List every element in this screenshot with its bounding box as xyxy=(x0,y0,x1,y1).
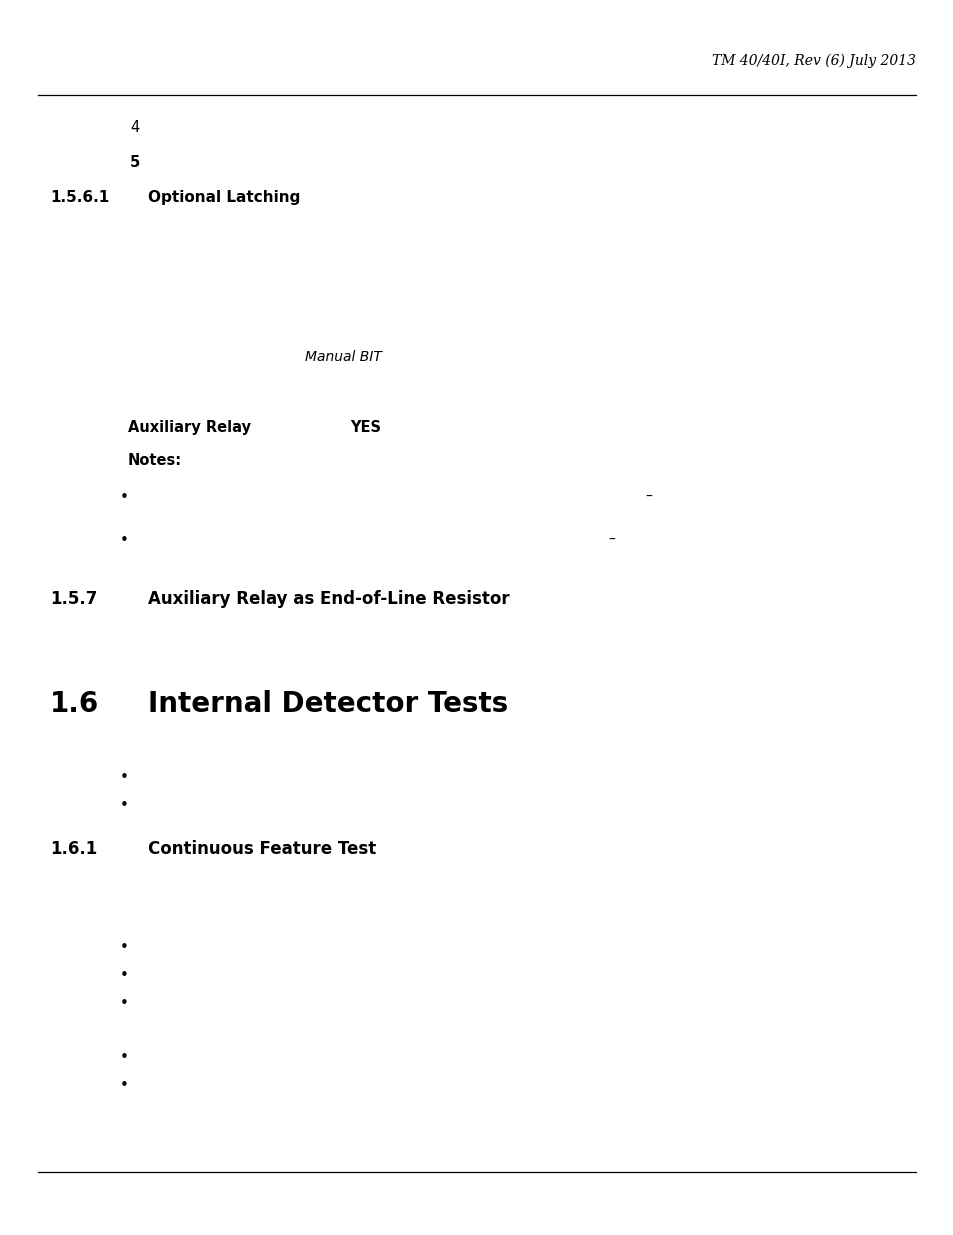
Text: Notes:: Notes: xyxy=(128,453,182,468)
Text: Internal Detector Tests: Internal Detector Tests xyxy=(148,690,508,718)
Text: 1.6: 1.6 xyxy=(50,690,99,718)
Text: •: • xyxy=(120,940,129,955)
Text: •: • xyxy=(120,534,129,548)
Text: Optional Latching: Optional Latching xyxy=(148,190,300,205)
Text: –: – xyxy=(644,490,651,504)
Text: 1.6.1: 1.6.1 xyxy=(50,840,97,858)
Text: 5: 5 xyxy=(130,156,140,170)
Text: TM 40/40I, Rev (6) July 2013: TM 40/40I, Rev (6) July 2013 xyxy=(711,53,915,68)
Text: •: • xyxy=(120,798,129,813)
Text: 1.5.6.1: 1.5.6.1 xyxy=(50,190,110,205)
Text: •: • xyxy=(120,968,129,983)
Text: –: – xyxy=(607,534,615,547)
Text: •: • xyxy=(120,1078,129,1093)
Text: Auxiliary Relay: Auxiliary Relay xyxy=(128,420,251,435)
Text: •: • xyxy=(120,1050,129,1065)
Text: •: • xyxy=(120,769,129,785)
Text: 4: 4 xyxy=(130,120,139,135)
Text: •: • xyxy=(120,490,129,505)
Text: YES: YES xyxy=(350,420,380,435)
Text: Manual BIT: Manual BIT xyxy=(305,350,381,364)
Text: Auxiliary Relay as End-of-Line Resistor: Auxiliary Relay as End-of-Line Resistor xyxy=(148,590,509,608)
Text: Continuous Feature Test: Continuous Feature Test xyxy=(148,840,375,858)
Text: •: • xyxy=(120,995,129,1011)
Text: 1.5.7: 1.5.7 xyxy=(50,590,97,608)
